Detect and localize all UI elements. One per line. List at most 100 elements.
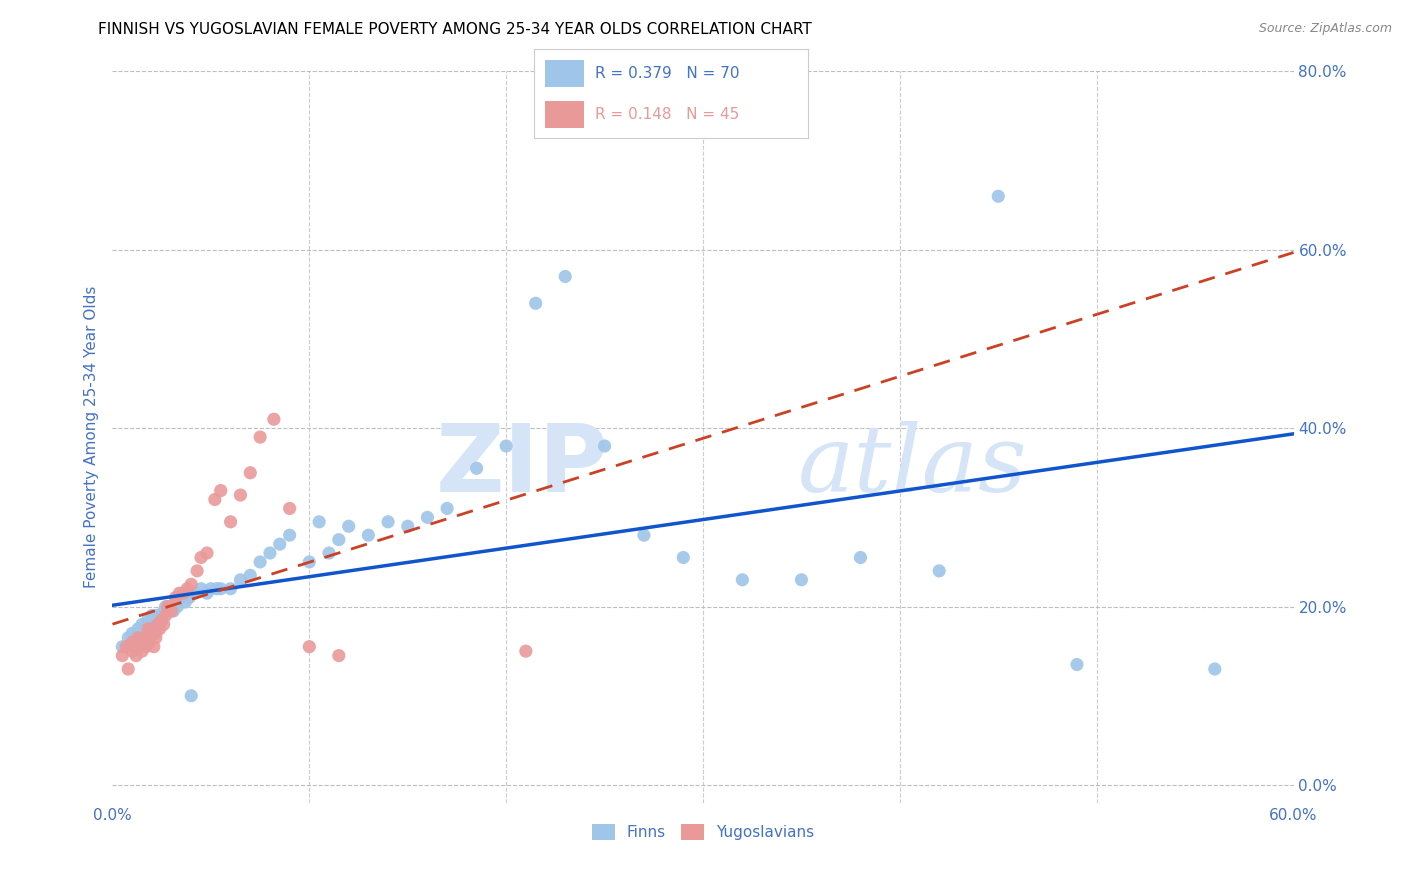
Text: FINNISH VS YUGOSLAVIAN FEMALE POVERTY AMONG 25-34 YEAR OLDS CORRELATION CHART: FINNISH VS YUGOSLAVIAN FEMALE POVERTY AM…: [98, 22, 813, 37]
Point: [1066, 657, 1088, 672]
Point: [142, 640, 165, 654]
Point: [396, 519, 419, 533]
Point: [155, 599, 177, 614]
Point: [593, 439, 616, 453]
Point: [117, 631, 139, 645]
Point: [125, 648, 148, 663]
Text: Source: ZipAtlas.com: Source: ZipAtlas.com: [1258, 22, 1392, 36]
Point: [165, 591, 187, 605]
Point: [141, 622, 163, 636]
Point: [308, 515, 330, 529]
Point: [139, 635, 162, 649]
Point: [1204, 662, 1226, 676]
Legend: Finns, Yugoslavians: Finns, Yugoslavians: [585, 818, 821, 847]
Point: [162, 604, 184, 618]
Point: [131, 617, 153, 632]
Point: [136, 626, 159, 640]
Point: [121, 635, 143, 649]
Y-axis label: Female Poverty Among 25-34 Year Olds: Female Poverty Among 25-34 Year Olds: [83, 286, 98, 588]
Point: [127, 622, 149, 636]
Point: [465, 461, 488, 475]
Point: [139, 631, 162, 645]
Point: [672, 550, 695, 565]
Point: [184, 586, 207, 600]
Point: [278, 528, 301, 542]
Point: [111, 640, 134, 654]
Point: [176, 582, 198, 596]
Point: [156, 604, 179, 618]
Bar: [546, 60, 583, 87]
Point: [135, 631, 157, 645]
Point: [249, 430, 271, 444]
Point: [190, 582, 212, 596]
Point: [131, 644, 153, 658]
Point: [135, 640, 157, 654]
Point: [180, 689, 202, 703]
Point: [172, 586, 194, 600]
Point: [141, 613, 163, 627]
Point: [377, 515, 399, 529]
Point: [186, 564, 208, 578]
Point: [152, 604, 174, 618]
Point: [141, 608, 163, 623]
Point: [239, 466, 262, 480]
Point: [115, 640, 138, 654]
Point: [229, 573, 252, 587]
Point: [524, 296, 547, 310]
Point: [337, 519, 360, 533]
Point: [121, 644, 143, 658]
Point: [160, 599, 183, 614]
Point: [195, 586, 218, 600]
Point: [152, 617, 174, 632]
Point: [928, 564, 950, 578]
Point: [357, 528, 380, 542]
Point: [131, 626, 153, 640]
Point: [298, 640, 321, 654]
Point: [515, 644, 537, 658]
Point: [259, 546, 281, 560]
Point: [495, 439, 517, 453]
Point: [170, 591, 193, 605]
Bar: [546, 101, 583, 128]
Point: [127, 640, 149, 654]
Point: [136, 622, 159, 636]
Point: [145, 626, 167, 640]
Point: [146, 617, 169, 632]
Text: atlas: atlas: [797, 421, 1026, 511]
Point: [219, 582, 242, 596]
Point: [121, 635, 143, 649]
Point: [141, 622, 163, 636]
Point: [146, 613, 169, 627]
Point: [117, 662, 139, 676]
Point: [145, 631, 167, 645]
Point: [145, 608, 167, 623]
Point: [155, 608, 177, 623]
Point: [229, 488, 252, 502]
Point: [180, 577, 202, 591]
Point: [136, 622, 159, 636]
Point: [219, 515, 242, 529]
Point: [328, 648, 350, 663]
Point: [249, 555, 271, 569]
Point: [205, 582, 228, 596]
Point: [987, 189, 1010, 203]
Point: [150, 613, 173, 627]
Point: [149, 622, 172, 636]
Point: [150, 613, 173, 627]
Point: [131, 635, 153, 649]
Point: [165, 595, 187, 609]
Point: [790, 573, 813, 587]
Text: R = 0.148   N = 45: R = 0.148 N = 45: [595, 107, 738, 121]
Point: [239, 568, 262, 582]
Point: [633, 528, 655, 542]
Point: [166, 599, 188, 614]
Point: [209, 582, 232, 596]
Point: [174, 595, 197, 609]
Point: [269, 537, 291, 551]
Point: [318, 546, 340, 560]
Point: [169, 586, 191, 600]
Point: [132, 631, 155, 645]
Point: [160, 604, 183, 618]
Point: [200, 582, 222, 596]
Point: [204, 492, 226, 507]
